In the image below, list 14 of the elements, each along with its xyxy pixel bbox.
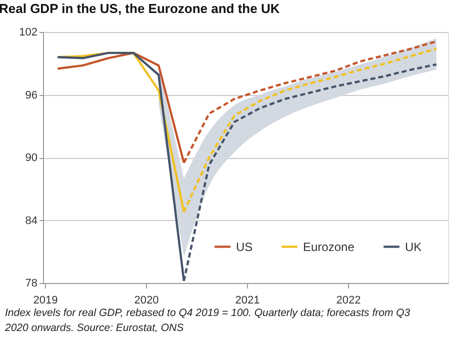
text: Index levels for real GDP, rebased to Q4 2019 = 100. Quarterly data; forecasts from Q3 2020 onwards. Source: Eurostat, ONS	[4, 307, 410, 334]
x-tick-label: 2019	[33, 294, 58, 306]
x-tick-label: 2020	[134, 294, 159, 306]
legend-label: UK	[405, 240, 422, 254]
y-tick-label: 102	[19, 26, 38, 38]
legend-label: Eurozone	[303, 240, 355, 254]
x-tick-label: 2021	[235, 294, 260, 306]
y-tick-label: 84	[25, 214, 38, 227]
legend-label: US	[236, 240, 253, 254]
chart-title: Real GDP in the US, the Eurozone and the UK	[0, 1, 280, 16]
y-tick-label: 96	[25, 89, 38, 102]
y-tick-label: 78	[25, 278, 38, 290]
x-tick-label: 2022	[336, 294, 361, 306]
y-tick-label: 90	[25, 152, 38, 164]
